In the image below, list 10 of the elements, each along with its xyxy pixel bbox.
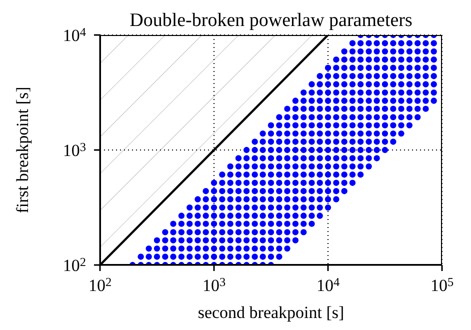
x-tick-label: 10$^{4}$ xyxy=(316,275,340,295)
x-axis-title: second breakpoint [s] xyxy=(198,303,344,322)
x-tick-label: 10$^{2}$ xyxy=(88,275,112,295)
y-axis-title: first breakpoint [s] xyxy=(13,86,32,214)
y-tick-label: 10$^{3}$ xyxy=(62,140,86,160)
x-tick-label: 10$^{3}$ xyxy=(202,275,226,295)
y-tick-label: 10$^{4}$ xyxy=(62,25,86,45)
x-tick-label: 10$^{5}$ xyxy=(430,275,454,295)
y-tick-label: 10$^{2}$ xyxy=(62,255,86,275)
chart-title: Double-broken powerlaw parameters xyxy=(128,10,414,32)
